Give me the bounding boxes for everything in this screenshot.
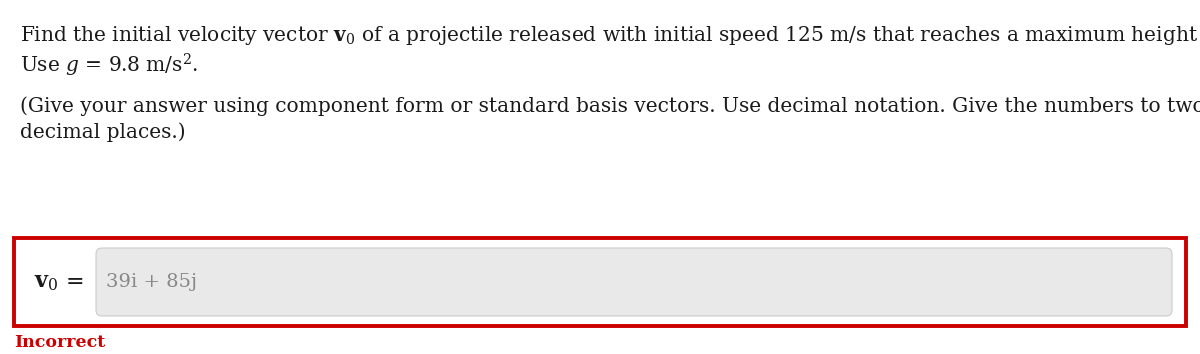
Text: decimal places.): decimal places.) (20, 122, 186, 142)
Text: =: = (66, 271, 85, 293)
Text: Incorrect: Incorrect (14, 334, 106, 351)
Text: Use $g$ = 9.8 m/s$^2$.: Use $g$ = 9.8 m/s$^2$. (20, 52, 198, 79)
FancyBboxPatch shape (96, 248, 1172, 316)
Text: 39i + 85j: 39i + 85j (106, 273, 197, 291)
Text: Find the initial velocity vector $\mathbf{v}_0$ of a projectile released with in: Find the initial velocity vector $\mathb… (20, 24, 1200, 47)
FancyBboxPatch shape (14, 238, 1186, 326)
Text: (Give your answer using component form or standard basis vectors. Use decimal no: (Give your answer using component form o… (20, 96, 1200, 116)
Text: $\mathbf{v}_0$: $\mathbf{v}_0$ (34, 271, 59, 293)
